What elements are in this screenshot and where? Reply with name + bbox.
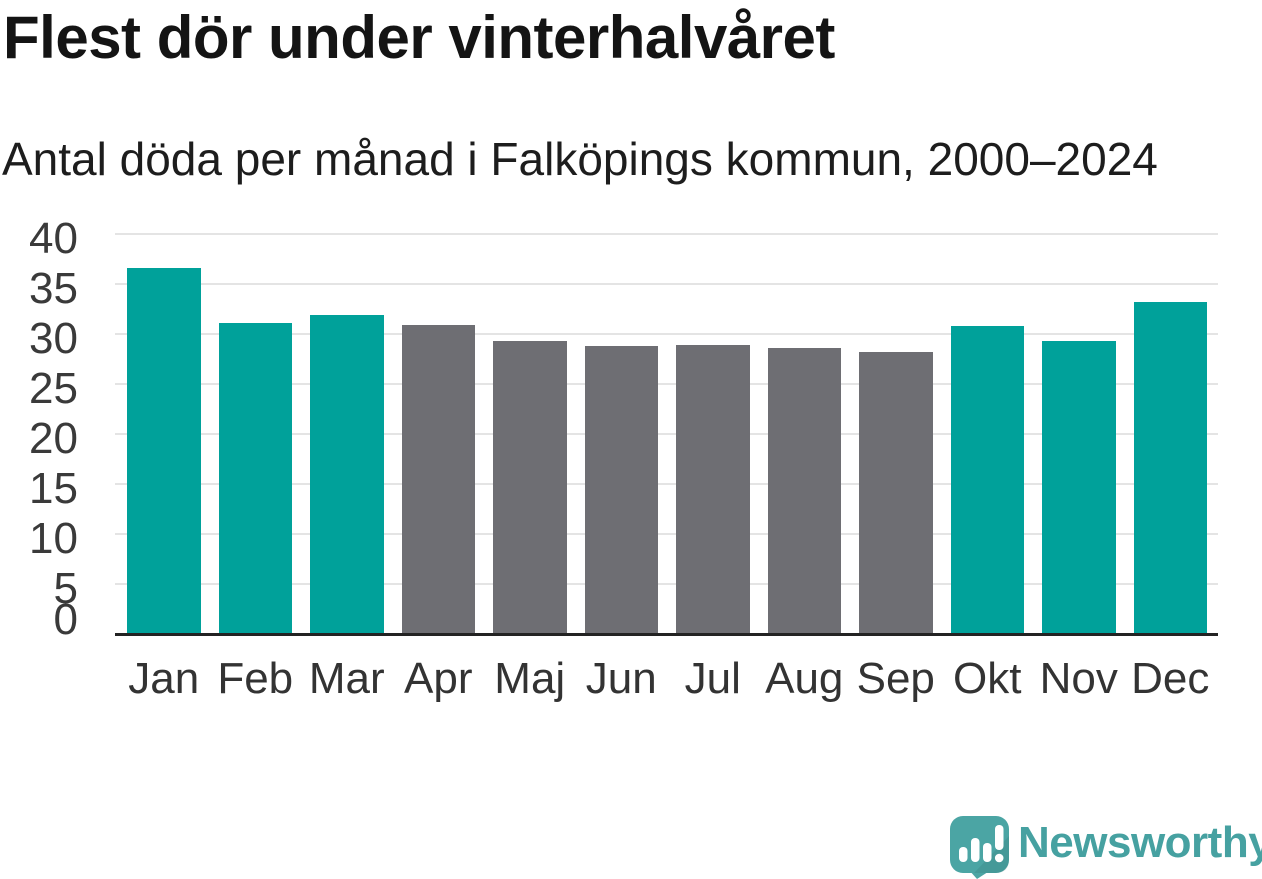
x-tick-label-maj: Maj bbox=[494, 654, 566, 703]
y-tick-label-40: 40 bbox=[29, 214, 78, 263]
y-tick-label-20: 20 bbox=[29, 414, 78, 463]
x-tick-label-okt: Okt bbox=[953, 654, 1022, 703]
x-tick-label-jul: Jul bbox=[684, 654, 741, 703]
bar-apr bbox=[401, 325, 475, 634]
y-tick-label-15: 15 bbox=[29, 464, 78, 513]
bar-aug bbox=[767, 348, 841, 634]
y-tick-label-30: 30 bbox=[29, 314, 78, 363]
gridline-5 bbox=[115, 583, 1218, 585]
bar-feb bbox=[218, 323, 292, 634]
gridline-30 bbox=[115, 333, 1218, 335]
bar-jan bbox=[127, 268, 201, 634]
gridline-10 bbox=[115, 533, 1218, 535]
y-tick-label-10: 10 bbox=[29, 514, 78, 563]
x-tick-label-jan: Jan bbox=[128, 654, 200, 703]
gridline-35 bbox=[115, 283, 1218, 285]
gridline-20 bbox=[115, 433, 1218, 435]
chart-subtitle: Antal döda per månad i Falköpings kommun… bbox=[2, 133, 1158, 185]
y-tick-label-35: 35 bbox=[29, 264, 78, 313]
gridline-25 bbox=[115, 383, 1218, 385]
gridline-15 bbox=[115, 483, 1218, 485]
bar-dec bbox=[1133, 302, 1207, 634]
x-tick-label-nov: Nov bbox=[1039, 654, 1118, 703]
x-tick-label-feb: Feb bbox=[217, 654, 294, 703]
bar-sep bbox=[859, 352, 933, 634]
gridline-40 bbox=[115, 233, 1218, 235]
bar-jun bbox=[584, 346, 658, 634]
y-tick-label-0: 0 bbox=[53, 595, 78, 644]
x-tick-label-jun: Jun bbox=[585, 654, 657, 703]
x-tick-label-aug: Aug bbox=[765, 654, 844, 703]
x-tick-label-mar: Mar bbox=[308, 654, 385, 703]
bar-mar bbox=[310, 315, 384, 634]
bar-maj bbox=[493, 341, 567, 634]
bar-jul bbox=[676, 345, 750, 634]
chart-title: Flest dör under vinterhalvåret bbox=[3, 4, 835, 71]
x-tick-label-sep: Sep bbox=[856, 654, 935, 703]
bar-nov bbox=[1042, 341, 1116, 634]
x-axis-line bbox=[115, 633, 1218, 636]
bar-okt bbox=[950, 326, 1024, 634]
x-tick-label-apr: Apr bbox=[404, 654, 473, 703]
y-tick-label-25: 25 bbox=[29, 364, 78, 413]
y-tick-label-5: 5 bbox=[53, 564, 78, 613]
x-tick-label-dec: Dec bbox=[1131, 654, 1210, 703]
